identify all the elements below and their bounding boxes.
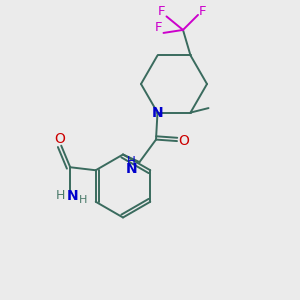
Text: N: N [152, 106, 163, 120]
Text: H: H [127, 155, 136, 168]
Text: O: O [178, 134, 189, 148]
Text: N: N [67, 189, 78, 203]
Text: F: F [199, 5, 206, 18]
Text: H: H [79, 195, 87, 205]
Text: H: H [56, 189, 65, 202]
Text: O: O [54, 132, 65, 146]
Text: F: F [154, 21, 162, 34]
Text: F: F [158, 5, 166, 18]
Text: N: N [125, 162, 137, 176]
